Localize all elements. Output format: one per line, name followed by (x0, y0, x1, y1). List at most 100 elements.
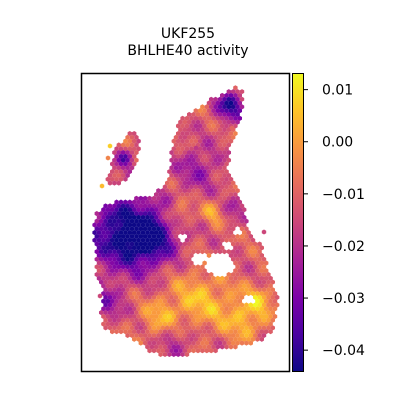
spot-hexagon (151, 210, 157, 217)
spot-hexagon (241, 207, 247, 213)
spot-hexagon (127, 291, 133, 297)
spot-hexagon (213, 302, 218, 308)
spot-hexagon (202, 268, 207, 274)
spot-hexagon (173, 348, 179, 354)
spot-hexagon (101, 291, 106, 297)
spot-hexagon (160, 256, 166, 262)
spot-hexagon (112, 271, 117, 278)
spot-hexagon (145, 199, 150, 205)
spot-hexagon (125, 218, 130, 224)
spot-hexagon (134, 142, 139, 148)
spot-hexagon (259, 268, 265, 274)
spot-hexagon (193, 161, 199, 167)
spot-hexagon (208, 249, 214, 255)
spot-hexagon (189, 214, 194, 220)
spot-hexagon (226, 317, 232, 323)
spot-hexagon (204, 325, 210, 331)
spot-hexagon (197, 291, 203, 297)
spot-hexagon (131, 214, 137, 220)
spot-hexagon (169, 241, 174, 247)
spot-hexagon (211, 230, 216, 236)
spot-hexagon (96, 214, 102, 220)
spot-hexagon (123, 207, 128, 213)
spot-hexagon (246, 321, 251, 327)
spot-hexagon (180, 153, 185, 159)
spot-hexagon (103, 218, 108, 224)
spot-hexagon (136, 291, 141, 297)
spot-hexagon (167, 252, 172, 258)
spot-hexagon (259, 306, 265, 312)
spot-hexagon (103, 325, 108, 331)
spot-hexagon (239, 210, 245, 217)
spot-hexagon (169, 195, 174, 201)
spot-hexagon (107, 302, 113, 308)
spot-hexagon (125, 317, 130, 323)
spot-hexagon (175, 329, 181, 335)
spot-hexagon (129, 317, 135, 323)
spot-hexagon (173, 310, 179, 316)
spot-hexagon (180, 230, 185, 236)
spot-hexagon (178, 287, 183, 293)
spot-hexagon (134, 157, 139, 163)
spot-hexagon (208, 119, 214, 125)
spot-hexagon (222, 249, 227, 255)
spot-hexagon (213, 332, 218, 339)
spot-hexagon (248, 317, 254, 323)
spot-hexagon (224, 161, 229, 167)
spot-hexagon (175, 298, 181, 304)
spot-hexagon (169, 172, 174, 178)
spot-hexagon (257, 264, 262, 270)
spot-hexagon (239, 271, 245, 278)
spot-hexagon (182, 134, 188, 140)
spot-hexagon (257, 310, 262, 316)
spot-hexagon (239, 310, 245, 316)
spot-hexagon (211, 298, 216, 304)
spot-hexagon (239, 89, 245, 95)
spot-hexagon (131, 306, 137, 312)
spot-hexagon (202, 237, 207, 243)
spot-hexagon (107, 172, 113, 178)
spot-hexagon (182, 157, 188, 163)
spot-hexagon (98, 310, 104, 316)
spot-hexagon (202, 108, 207, 114)
spot-hexagon (127, 321, 133, 327)
spot-hexagon (186, 142, 192, 148)
spot-hexagon (268, 283, 273, 289)
spot-hexagon (129, 271, 135, 278)
spot-hexagon (123, 245, 128, 251)
spot-hexagon (175, 222, 181, 228)
spot-hexagon (103, 233, 108, 239)
spot-hexagon (171, 321, 177, 327)
spot-hexagon (233, 115, 238, 121)
spot-hexagon (193, 138, 199, 144)
spot-hexagon (222, 195, 227, 201)
spot-hexagon (116, 142, 122, 148)
colorbar (292, 73, 304, 372)
spot-hexagon (224, 321, 229, 327)
spot-hexagon (213, 279, 218, 285)
spot-hexagon (114, 222, 119, 228)
spot-hexagon (215, 146, 221, 152)
spot-hexagon (175, 176, 181, 182)
spot-hexagon (208, 165, 214, 171)
spot-hexagon (208, 96, 214, 102)
spot-hexagon (200, 195, 205, 201)
spot-hexagon (182, 195, 188, 201)
spot-hexagon (94, 256, 100, 262)
spot-hexagon (182, 249, 188, 255)
spot-hexagon (164, 218, 170, 224)
spot-hexagon (219, 313, 225, 319)
spot-hexagon (184, 252, 190, 258)
spot-hexagon (200, 180, 205, 186)
spot-hexagon (211, 146, 216, 152)
spot-hexagon (189, 115, 194, 121)
spot-hexagon (213, 134, 218, 140)
spot-hexagon (184, 207, 190, 213)
spot-hexagon (230, 332, 236, 339)
hexagon-spots (92, 85, 280, 358)
spot-hexagon (233, 191, 238, 198)
spot-hexagon (197, 108, 203, 114)
spot-hexagon (147, 348, 152, 354)
spot-hexagon (140, 260, 146, 266)
spot-hexagon (123, 283, 128, 289)
